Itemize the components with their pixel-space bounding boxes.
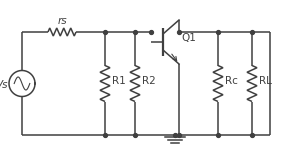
- Text: RL: RL: [259, 76, 272, 87]
- Text: R2: R2: [142, 76, 156, 87]
- Text: rs: rs: [57, 16, 67, 26]
- Text: Q1: Q1: [181, 33, 196, 43]
- Text: Rc: Rc: [225, 76, 238, 87]
- Text: Vs: Vs: [0, 81, 8, 90]
- Text: R1: R1: [112, 76, 126, 87]
